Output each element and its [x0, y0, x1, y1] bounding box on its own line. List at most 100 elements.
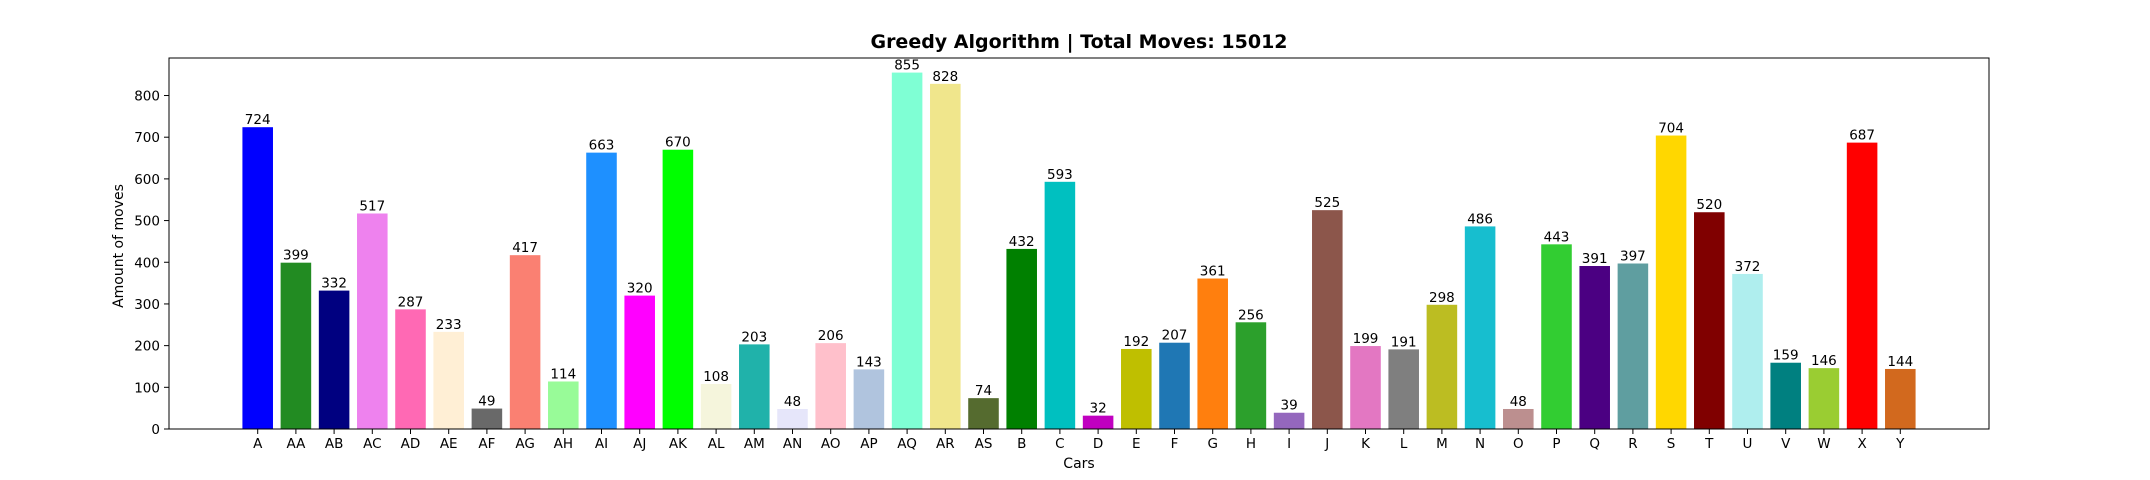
x-tick-label-T: T: [1704, 436, 1714, 452]
x-tick-label-O: O: [1513, 436, 1524, 452]
bar-Q: [1579, 266, 1610, 429]
bar-AS: [968, 398, 999, 429]
y-tick-label-700: 700: [134, 130, 160, 146]
x-tick-label-AN: AN: [783, 436, 802, 452]
data-label-M: 298: [1429, 290, 1455, 306]
bar-AA: [281, 263, 312, 429]
x-tick-label-N: N: [1475, 436, 1485, 452]
data-label-AP: 143: [856, 354, 882, 370]
bar-T: [1694, 212, 1725, 429]
data-label-AN: 48: [784, 394, 801, 410]
bar-AO: [815, 343, 846, 429]
x-tick-label-AB: AB: [325, 436, 344, 452]
x-tick-label-H: H: [1246, 436, 1256, 452]
bar-AP: [854, 369, 885, 429]
y-tick-label-200: 200: [134, 339, 160, 355]
chart-title: Greedy Algorithm | Total Moves: 15012: [870, 31, 1287, 53]
x-tick-label-AS: AS: [975, 436, 993, 452]
data-label-H: 256: [1238, 307, 1264, 323]
x-tick-label-Y: Y: [1895, 436, 1905, 452]
x-tick-label-AD: AD: [401, 436, 421, 452]
x-tick-label-AF: AF: [478, 436, 495, 452]
x-tick-label-F: F: [1171, 436, 1179, 452]
x-tick-label-P: P: [1552, 436, 1560, 452]
data-label-AS: 74: [975, 383, 992, 399]
data-label-AH: 114: [550, 366, 576, 382]
bar-S: [1656, 136, 1687, 429]
data-label-S: 704: [1658, 121, 1684, 137]
data-label-AC: 517: [359, 198, 385, 214]
y-tick-label-800: 800: [134, 89, 160, 105]
bar-AF: [472, 409, 503, 429]
bar-L: [1388, 349, 1419, 429]
bar-AG: [510, 255, 541, 429]
bar-AE: [433, 332, 464, 429]
data-label-A: 724: [245, 112, 271, 128]
x-tick-label-G: G: [1207, 436, 1217, 452]
data-label-AF: 49: [478, 394, 495, 410]
bar-N: [1465, 226, 1496, 429]
x-tick-label-AP: AP: [860, 436, 877, 452]
data-label-AK: 670: [665, 135, 691, 151]
data-label-V: 159: [1773, 348, 1799, 364]
bar-P: [1541, 244, 1572, 429]
bar-AH: [548, 381, 579, 429]
bar-E: [1121, 349, 1152, 429]
x-tick-label-L: L: [1400, 436, 1408, 452]
x-tick-label-AE: AE: [440, 436, 458, 452]
bar-M: [1427, 305, 1458, 429]
x-tick-label-I: I: [1287, 436, 1291, 452]
x-tick-label-X: X: [1857, 436, 1866, 452]
bar-I: [1274, 413, 1305, 429]
bar-AB: [319, 291, 350, 429]
bar-C: [1045, 182, 1076, 429]
data-label-D: 32: [1090, 401, 1107, 417]
y-tick-label-600: 600: [134, 172, 160, 188]
data-label-AI: 663: [589, 138, 615, 154]
x-tick-label-W: W: [1817, 436, 1830, 452]
data-label-N: 486: [1467, 211, 1493, 227]
x-tick-label-AH: AH: [554, 436, 573, 452]
bar-B: [1006, 249, 1037, 429]
x-tick-label-R: R: [1628, 436, 1637, 452]
x-tick-label-AC: AC: [363, 436, 381, 452]
data-label-P: 443: [1544, 229, 1570, 245]
data-label-AE: 233: [436, 317, 462, 333]
x-tick-label-U: U: [1743, 436, 1753, 452]
x-axis-label: Cars: [1063, 456, 1094, 472]
bar-J: [1312, 210, 1343, 429]
data-label-AQ: 855: [894, 58, 920, 74]
data-label-Q: 391: [1582, 251, 1608, 267]
x-tick-label-AO: AO: [821, 436, 841, 452]
y-tick-label-300: 300: [134, 297, 160, 313]
data-label-L: 191: [1391, 334, 1417, 350]
data-label-AG: 417: [512, 240, 538, 256]
x-tick-label-A: A: [253, 436, 263, 452]
bar-AM: [739, 344, 770, 429]
x-tick-label-J: J: [1324, 436, 1329, 452]
data-label-B: 432: [1009, 234, 1035, 250]
bar-AC: [357, 213, 388, 429]
bar-D: [1083, 416, 1114, 429]
x-tick-label-AA: AA: [286, 436, 306, 452]
bar-X: [1847, 143, 1878, 429]
bar-AK: [663, 150, 694, 429]
data-label-AB: 332: [321, 276, 347, 292]
data-label-E: 192: [1123, 334, 1149, 350]
data-label-J: 525: [1314, 195, 1340, 211]
x-tick-label-AG: AG: [515, 436, 534, 452]
data-label-AA: 399: [283, 248, 309, 264]
data-label-F: 207: [1162, 328, 1188, 344]
x-tick-label-V: V: [1781, 436, 1791, 452]
bar-H: [1236, 322, 1267, 429]
data-label-AO: 206: [818, 328, 844, 344]
data-label-AJ: 320: [627, 281, 653, 297]
bar-A: [242, 127, 273, 429]
x-tick-label-Q: Q: [1589, 436, 1600, 452]
bar-R: [1618, 264, 1649, 429]
y-tick-label-0: 0: [151, 422, 160, 438]
bar-AI: [586, 153, 617, 429]
bar-AR: [930, 84, 961, 429]
x-tick-label-AI: AI: [595, 436, 608, 452]
